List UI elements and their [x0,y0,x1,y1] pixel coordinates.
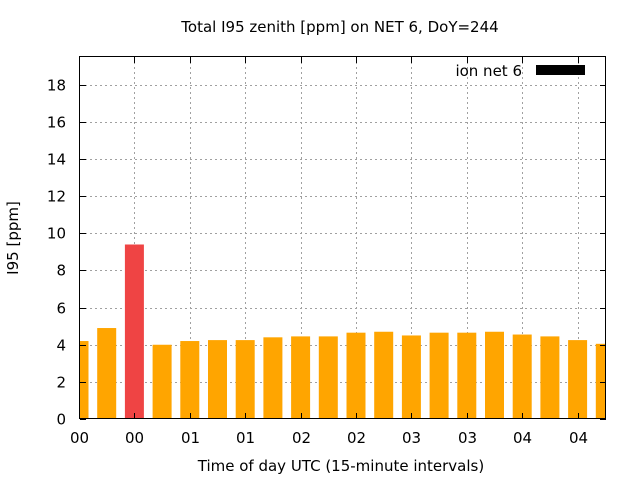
bar [318,336,338,419]
bar [346,332,366,419]
bar [180,341,200,419]
y-tick-label: 16 [47,114,66,132]
grid-layer [80,57,606,419]
y-tick-label: 4 [56,337,66,355]
y-tick-label: 6 [56,300,66,318]
bar [512,334,532,419]
bar [80,341,89,419]
bar [568,340,588,419]
bar [291,336,311,419]
legend-swatch [536,65,585,75]
bar [263,337,283,419]
x-tick-label: 02 [292,429,311,447]
x-tick-label: 04 [569,429,588,447]
y-tick-label: 12 [47,188,66,206]
y-axis-label: I95 [ppm] [4,201,22,275]
legend-label: ion net 6 [455,62,522,80]
x-axis-label: Time of day UTC (15-minute intervals) [197,457,484,475]
bar [152,344,172,419]
bar [97,328,117,419]
x-tick-label: 00 [70,429,89,447]
bar [124,244,144,419]
bar [595,343,606,419]
x-tick-label: 01 [236,429,255,447]
chart-title: Total I95 zenith [ppm] on NET 6, DoY=244 [180,18,498,36]
legend: ion net 6 [455,62,585,80]
bars-layer [80,244,606,419]
y-tick-label: 14 [47,151,66,169]
bar [374,331,394,419]
x-tick-label: 04 [513,429,532,447]
x-tick-label: 03 [458,429,477,447]
y-tick-label: 10 [47,225,66,243]
bar [401,335,421,419]
plot-frame [79,56,606,419]
bar [208,340,227,419]
bar [235,340,255,419]
y-tick-label: 2 [56,374,66,392]
bar [457,332,477,419]
bar [429,332,449,419]
y-tick-label: 0 [56,411,66,429]
bar [485,331,504,419]
x-tick-label: 03 [402,429,421,447]
bar [540,336,560,419]
x-tick-label: 01 [181,429,200,447]
x-tick-label: 00 [125,429,144,447]
y-tick-label: 8 [56,262,66,280]
y-tick-label: 18 [47,77,66,95]
x-tick-label: 02 [347,429,366,447]
